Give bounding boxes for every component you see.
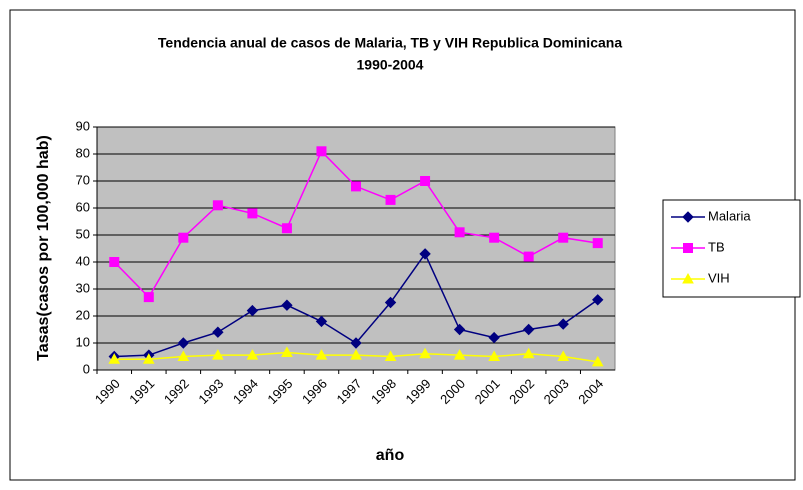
y-tick-label: 90 — [76, 118, 90, 133]
legend-label: VIH — [708, 270, 730, 285]
y-tick-label: 60 — [76, 199, 90, 214]
marker — [419, 248, 431, 260]
marker — [142, 353, 155, 364]
marker — [350, 349, 362, 360]
y-tick-label: 40 — [76, 253, 90, 268]
y-tick-label: 20 — [76, 307, 90, 322]
marker — [315, 315, 328, 328]
marker — [420, 176, 431, 186]
marker — [212, 200, 223, 211]
marker — [316, 146, 327, 157]
marker — [592, 294, 604, 306]
marker — [522, 323, 535, 336]
y-tick-label: 80 — [76, 145, 90, 160]
marker — [454, 227, 465, 238]
marker — [558, 232, 569, 243]
marker — [351, 181, 361, 192]
y-tick-label: 50 — [76, 226, 90, 241]
marker — [385, 194, 396, 205]
y-tick-label: 10 — [76, 334, 90, 349]
legend-label: TB — [708, 239, 725, 254]
marker — [177, 350, 190, 361]
marker — [488, 350, 500, 361]
plot-area — [96, 126, 616, 371]
marker — [281, 346, 293, 357]
marker — [488, 331, 500, 344]
legend-label: Malaria — [708, 208, 751, 223]
marker — [682, 272, 694, 284]
marker — [315, 349, 328, 360]
marker — [384, 296, 397, 309]
marker — [350, 337, 362, 349]
marker — [212, 326, 224, 338]
marker — [523, 251, 534, 262]
marker — [143, 292, 154, 303]
marker — [592, 238, 603, 249]
marker — [109, 257, 120, 267]
marker — [247, 208, 258, 219]
marker — [246, 304, 259, 317]
marker — [384, 350, 397, 361]
marker — [682, 211, 694, 223]
marker — [557, 350, 570, 361]
marker — [212, 349, 224, 360]
marker — [281, 299, 293, 311]
marker — [557, 318, 569, 330]
chart-title: Tendencia anual de casos de Malaria, TB … — [158, 35, 622, 51]
marker — [281, 223, 292, 234]
marker — [591, 355, 604, 367]
chart-title: 1990-2004 — [357, 57, 424, 73]
y-tick-label: 70 — [76, 172, 90, 187]
marker — [683, 243, 693, 253]
marker — [246, 349, 259, 360]
y-tick-label: 30 — [76, 280, 90, 295]
marker — [453, 349, 466, 360]
marker — [522, 347, 535, 359]
marker — [453, 323, 466, 336]
marker — [419, 347, 431, 359]
marker — [178, 232, 189, 243]
x-axis-title: año — [376, 447, 405, 464]
y-axis-title: Tasas(casos por 100,000 hab) — [35, 135, 52, 361]
marker — [108, 353, 121, 364]
marker — [177, 337, 190, 349]
marker — [489, 232, 500, 243]
y-tick-label: 0 — [83, 361, 90, 376]
